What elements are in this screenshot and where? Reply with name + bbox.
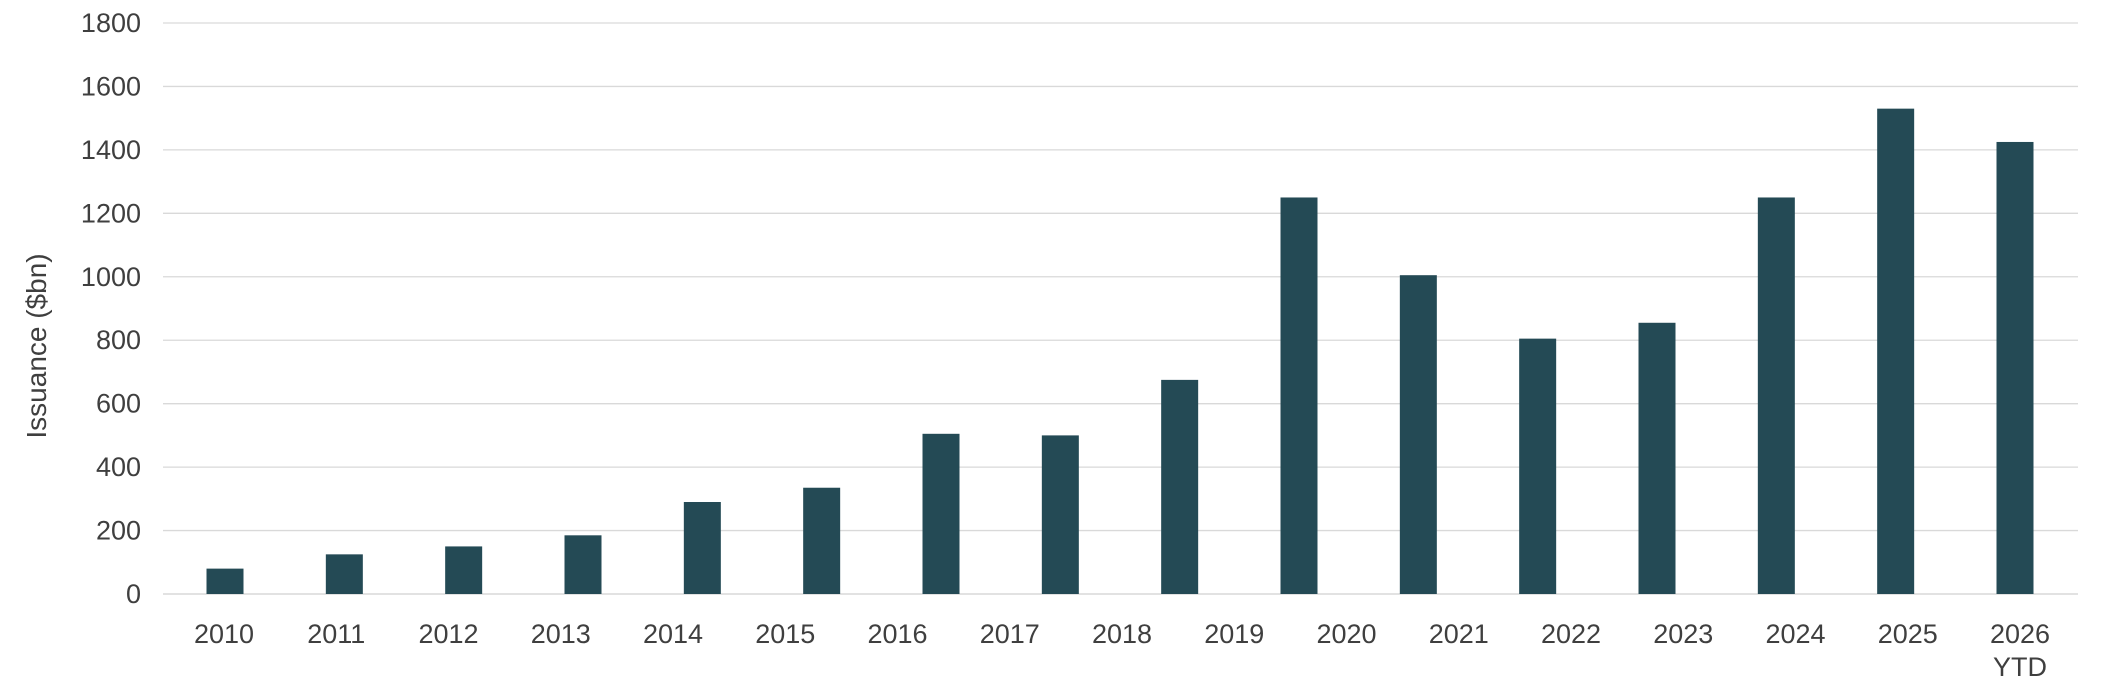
- bar: [1877, 108, 1915, 595]
- x-tick-label: 2011: [307, 619, 365, 649]
- x-tick-label: 2025: [1878, 619, 1938, 649]
- bar: [1161, 379, 1199, 594]
- bar: [803, 487, 841, 594]
- bar: [1280, 197, 1318, 594]
- y-tick-label: 1600: [81, 71, 141, 101]
- y-tick-label: 1800: [81, 8, 141, 38]
- gridlines: [163, 22, 2078, 595]
- bar: [1757, 197, 1795, 594]
- bar: [564, 535, 602, 594]
- bar: [206, 568, 244, 594]
- x-tick-label: 2018: [1092, 619, 1152, 649]
- x-tick-label: 2019: [1204, 619, 1264, 649]
- y-tick-label: 800: [96, 325, 141, 355]
- x-tick-label: 2023: [1653, 619, 1713, 649]
- bar: [325, 554, 363, 594]
- bar: [1638, 322, 1676, 594]
- y-tick-label: 1400: [81, 135, 141, 165]
- y-tick-label: 400: [96, 452, 141, 482]
- x-tick-label: 2012: [418, 619, 478, 649]
- y-axis-ticks: 0 200 400 600 800 1000 1200 1400 1600 1800: [81, 8, 141, 609]
- bar: [1996, 141, 2034, 595]
- x-axis-ticks: 2010 2011 2012 2013 2014 2015 2016 2017 2018 2019…: [194, 619, 2050, 682]
- x-tick-label: 2021: [1429, 619, 1489, 649]
- x-tick-label: 2026 YTD: [1990, 619, 2050, 682]
- bar: [922, 433, 960, 594]
- bars: [206, 108, 2034, 595]
- bar: [1041, 435, 1079, 594]
- x-tick-label: 2022: [1541, 619, 1601, 649]
- y-axis-title: Issuance ($bn): [21, 253, 52, 438]
- x-tick-label: 2014: [643, 619, 703, 649]
- x-tick-label: 2015: [755, 619, 815, 649]
- y-tick-label: 1200: [81, 198, 141, 228]
- bar: [1399, 275, 1437, 594]
- x-tick-label: 2024: [1765, 619, 1825, 649]
- bar: [683, 502, 721, 594]
- y-tick-label: 600: [96, 389, 141, 419]
- x-tick-label: 2016: [867, 619, 927, 649]
- x-tick-label: 2010: [194, 619, 254, 649]
- y-tick-label: 1000: [81, 262, 141, 292]
- bar: [1519, 338, 1557, 594]
- x-tick-label: 2020: [1316, 619, 1376, 649]
- x-tick-label: 2017: [980, 619, 1040, 649]
- y-tick-label: 0: [126, 579, 141, 609]
- x-tick-label: 2013: [531, 619, 591, 649]
- bar: [445, 546, 483, 594]
- y-tick-label: 200: [96, 516, 141, 546]
